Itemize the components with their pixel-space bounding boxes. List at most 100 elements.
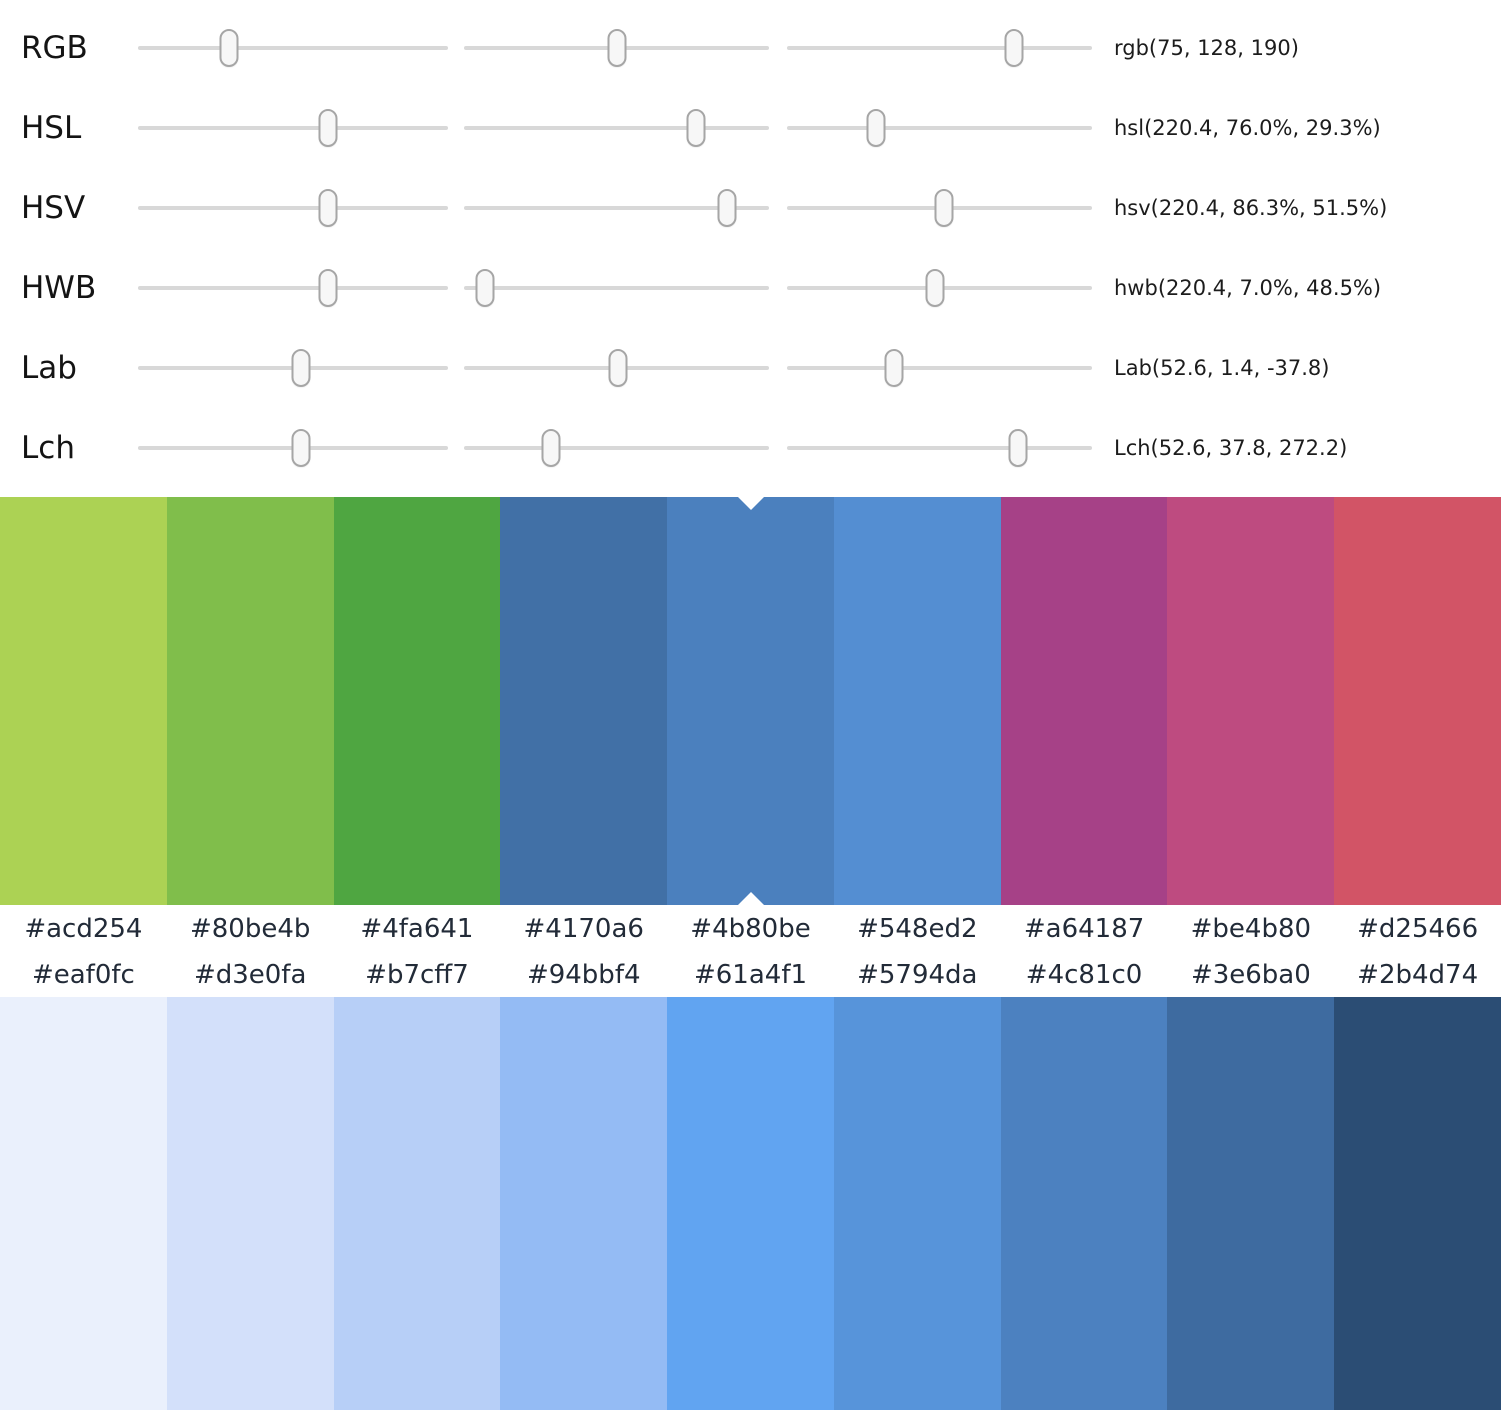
slider-track[interactable] — [138, 258, 448, 318]
slider-row-hsl: HSL hsl(220.4, 76.0%, 29.3%) — [0, 88, 1501, 168]
slider-track[interactable] — [464, 98, 769, 158]
slider-track-bar — [787, 46, 1092, 50]
slider-track-bar — [138, 46, 448, 50]
palette-swatch[interactable] — [0, 497, 167, 905]
slider-thumb[interactable] — [475, 269, 495, 307]
palette-swatch[interactable] — [833, 997, 1001, 1410]
slider-thumb[interactable] — [1004, 29, 1024, 67]
selected-marker-top-icon — [737, 497, 764, 510]
swatch-hex-label: #94bbf4 — [526, 960, 641, 990]
swatch-hex-label: #4170a6 — [523, 914, 644, 944]
color-value-text: hwb(220.4, 7.0%, 48.5%) — [1114, 276, 1382, 300]
slider-track[interactable] — [138, 18, 448, 78]
slider-track[interactable] — [464, 178, 769, 238]
palette-strip-bottom — [0, 997, 1501, 1410]
swatch-hex-label: #be4b80 — [1190, 914, 1312, 944]
slider-thumb[interactable] — [318, 189, 338, 227]
color-sliders-panel: RGB rgb(75, 128, 190) HSL hsl(220.4, — [0, 0, 1501, 488]
slider-thumb[interactable] — [219, 29, 239, 67]
slider-track-bar — [464, 286, 769, 290]
swatch-hex-label: #4c81c0 — [1025, 960, 1143, 990]
slider-thumb[interactable] — [934, 189, 954, 227]
swatch-hex-label: #acd254 — [24, 914, 143, 944]
slider-row-label: HWB — [21, 270, 97, 306]
slider-track[interactable] — [787, 418, 1092, 478]
slider-track-bar — [464, 206, 769, 210]
swatch-hex-label: #3e6ba0 — [1190, 960, 1311, 990]
slider-row-label: Lch — [21, 430, 75, 466]
swatch-hex-label: #548ed2 — [857, 914, 978, 944]
slider-thumb[interactable] — [717, 189, 737, 227]
swatch-hex-label: #5794da — [857, 960, 978, 990]
slider-row-lch: Lch Lch(52.6, 37.8, 272.2) — [0, 408, 1501, 488]
slider-thumb[interactable] — [291, 429, 311, 467]
palette-swatch[interactable] — [667, 997, 834, 1410]
slider-track[interactable] — [787, 258, 1092, 318]
slider-row-rgb: RGB rgb(75, 128, 190) — [0, 8, 1501, 88]
swatch-hex-label: #d25466 — [1357, 914, 1479, 944]
color-value-text: Lch(52.6, 37.8, 272.2) — [1114, 436, 1348, 460]
palette-swatch[interactable] — [500, 997, 668, 1410]
slider-row-hwb: HWB hwb(220.4, 7.0%, 48.5%) — [0, 248, 1501, 328]
palette-swatch[interactable] — [1334, 997, 1501, 1410]
slider-track[interactable] — [787, 18, 1092, 78]
slider-row-hsv: HSV hsv(220.4, 86.3%, 51.5%) — [0, 168, 1501, 248]
slider-track-bar — [138, 206, 448, 210]
slider-track[interactable] — [138, 418, 448, 478]
palette-swatch[interactable] — [1167, 997, 1335, 1410]
swatch-hex-label: #a64187 — [1023, 914, 1145, 944]
slider-thumb[interactable] — [866, 109, 886, 147]
slider-track-bar — [787, 366, 1092, 370]
palette-swatch[interactable] — [1167, 497, 1335, 905]
swatch-hex-label: #d3e0fa — [193, 960, 307, 990]
slider-thumb[interactable] — [686, 109, 706, 147]
palette-swatch[interactable] — [1000, 997, 1168, 1410]
slider-track[interactable] — [464, 18, 769, 78]
color-value-text: hsl(220.4, 76.0%, 29.3%) — [1114, 116, 1381, 140]
slider-track[interactable] — [464, 418, 769, 478]
color-value-text: hsv(220.4, 86.3%, 51.5%) — [1114, 196, 1388, 220]
slider-row-label: Lab — [21, 350, 77, 386]
slider-thumb[interactable] — [318, 109, 338, 147]
slider-thumb[interactable] — [608, 349, 628, 387]
slider-track[interactable] — [138, 338, 448, 398]
palette-swatch[interactable] — [333, 497, 501, 905]
slider-thumb[interactable] — [541, 429, 561, 467]
slider-row-lab: Lab Lab(52.6, 1.4, -37.8) — [0, 328, 1501, 408]
slider-track[interactable] — [138, 98, 448, 158]
slider-thumb[interactable] — [925, 269, 945, 307]
slider-track-bar — [787, 126, 1092, 130]
slider-track[interactable] — [464, 258, 769, 318]
slider-track[interactable] — [787, 98, 1092, 158]
slider-track[interactable] — [787, 338, 1092, 398]
slider-track-bar — [138, 126, 448, 130]
slider-thumb[interactable] — [291, 349, 311, 387]
slider-track-bar — [138, 286, 448, 290]
palette-swatch[interactable] — [1000, 497, 1168, 905]
palette-swatch[interactable] — [333, 997, 501, 1410]
slider-track[interactable] — [787, 178, 1092, 238]
palette-swatch[interactable] — [0, 997, 167, 1410]
palette-swatch[interactable] — [500, 497, 668, 905]
swatch-hex-label: #80be4b — [189, 914, 311, 944]
slider-track[interactable] — [138, 178, 448, 238]
slider-thumb[interactable] — [884, 349, 904, 387]
slider-track[interactable] — [464, 338, 769, 398]
swatch-hex-label: #2b4d74 — [1357, 960, 1479, 990]
palette-swatch[interactable] — [833, 497, 1001, 905]
swatch-hex-label: #eaf0fc — [31, 960, 135, 990]
slider-thumb[interactable] — [1008, 429, 1028, 467]
swatch-hex-label: #b7cff7 — [365, 960, 469, 990]
slider-thumb[interactable] — [318, 269, 338, 307]
selected-marker-bottom-icon — [737, 892, 764, 905]
palette-swatch[interactable] — [166, 497, 334, 905]
hex-labels-top: #acd254 #80be4b #4fa641 #4170a6 #4b80be … — [0, 905, 1501, 951]
palette-swatch[interactable] — [166, 997, 334, 1410]
palette-strip-top — [0, 497, 1501, 905]
palette-swatch[interactable] — [1334, 497, 1501, 905]
hex-labels-bottom: #eaf0fc #d3e0fa #b7cff7 #94bbf4 #61a4f1 … — [0, 951, 1501, 997]
slider-track-bar — [464, 446, 769, 450]
slider-thumb[interactable] — [607, 29, 627, 67]
color-value-text: rgb(75, 128, 190) — [1114, 36, 1299, 60]
palette-swatch-selected[interactable] — [667, 497, 834, 905]
